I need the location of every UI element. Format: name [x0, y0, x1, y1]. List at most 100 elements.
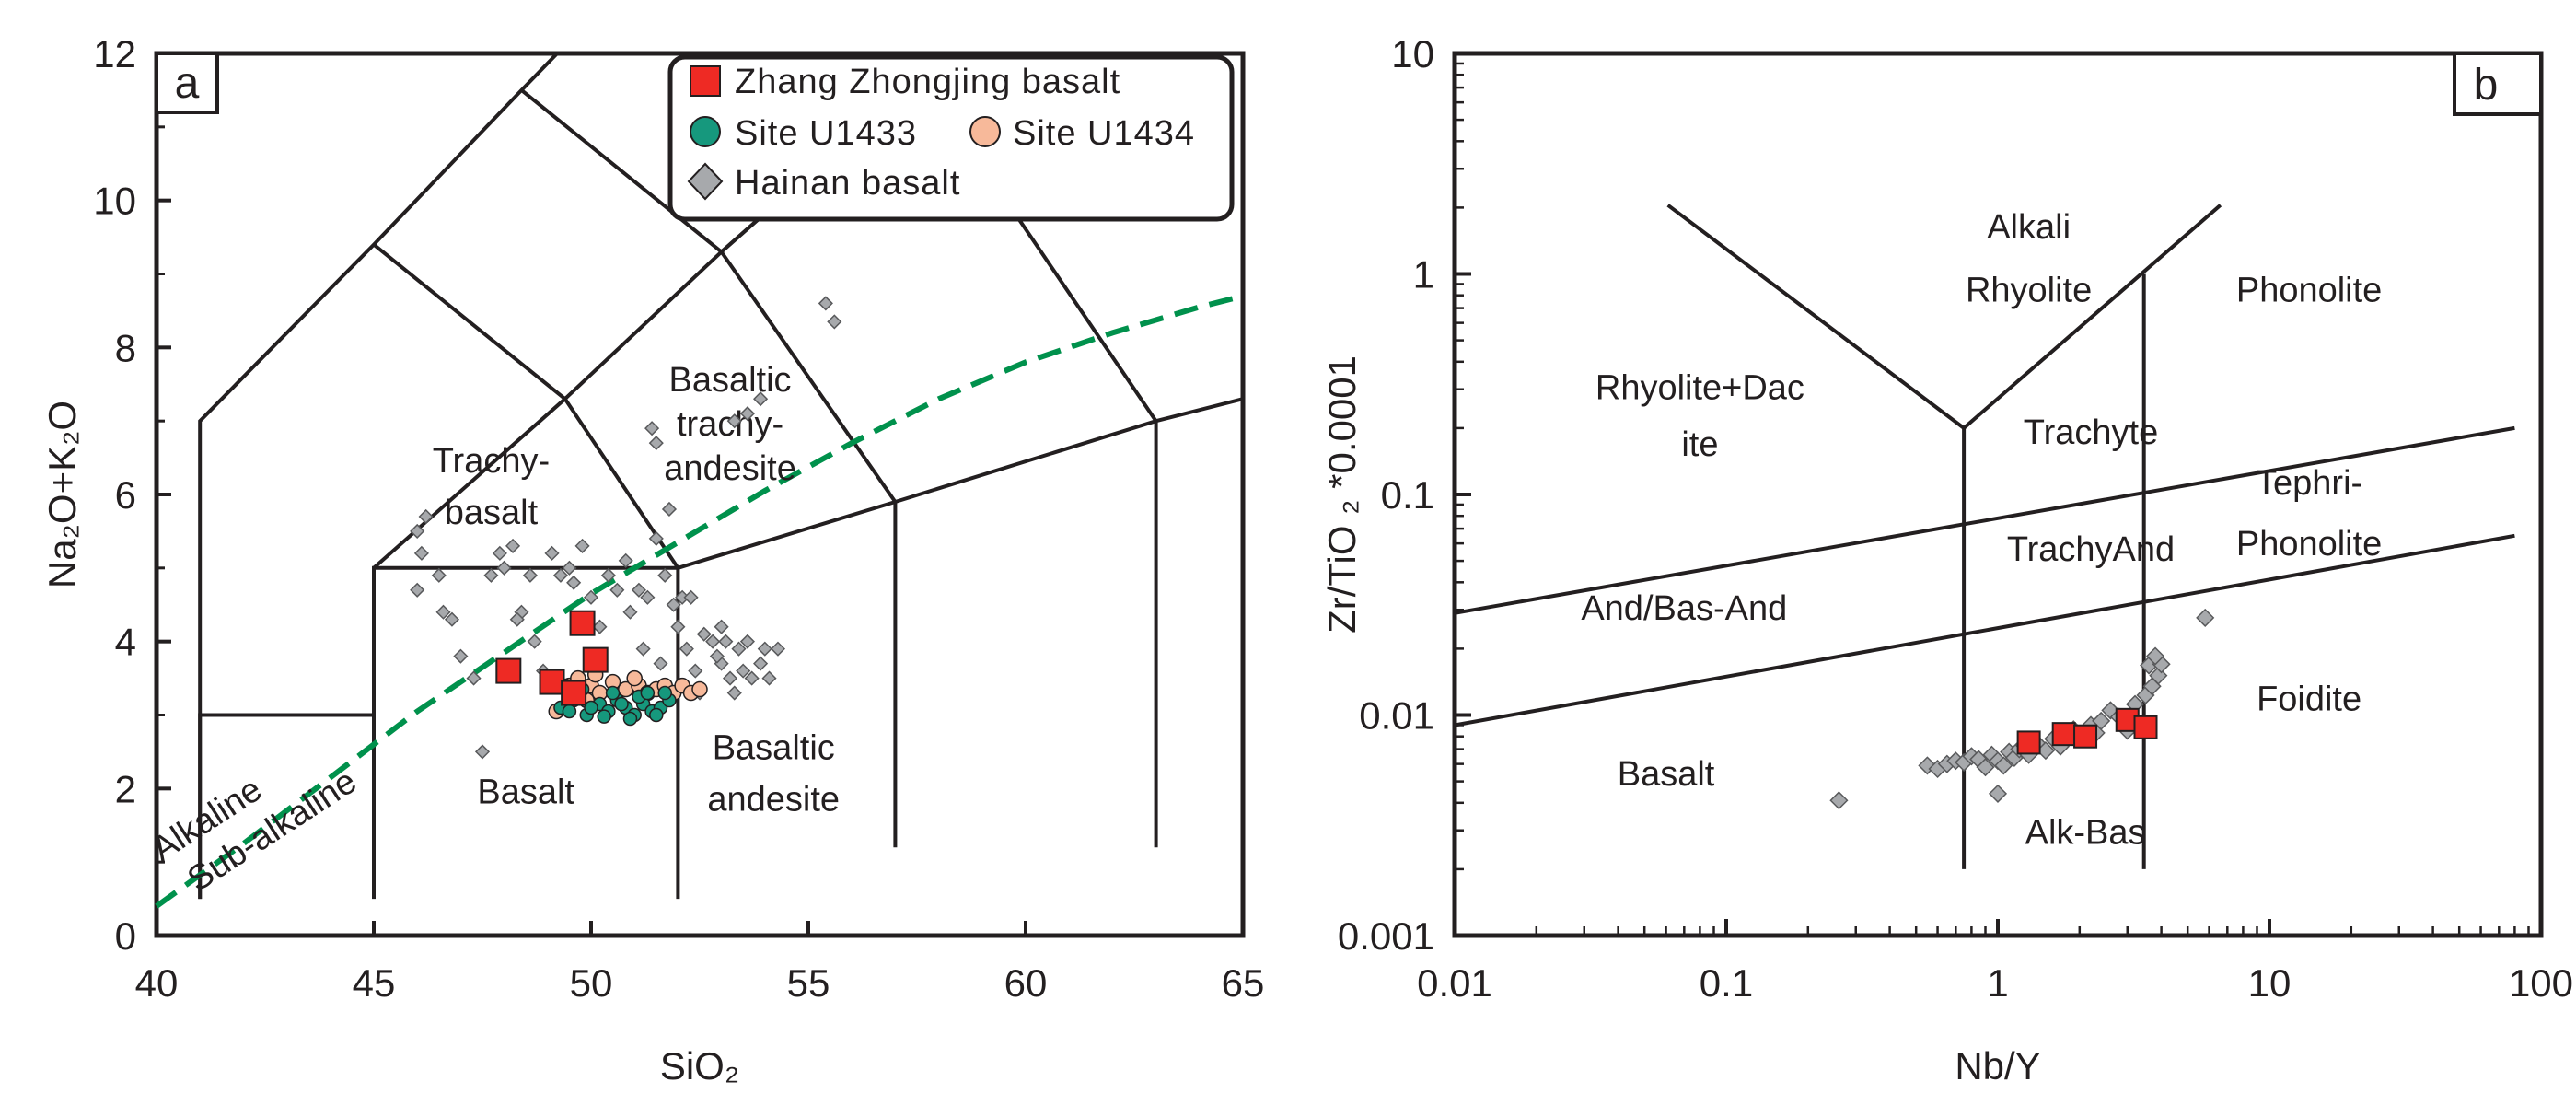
hainan-basalt-point [527, 634, 542, 649]
hainan-basalt-point [679, 641, 694, 657]
panel-b-y-ticks: 0.001 0.01 0.1 1 10 [1338, 32, 1471, 958]
hainan-basalt-point [574, 538, 590, 553]
hainan-basalt-point [739, 406, 755, 422]
site-u1434-point [626, 669, 643, 687]
hainan-basalt-point [731, 641, 747, 657]
hainan-basalt-point [653, 656, 668, 671]
hainan-basalt-point [661, 501, 678, 518]
panel-b-field-label: Alk-Bas [2025, 814, 2146, 853]
hainan-basalt-point [622, 604, 638, 620]
hainan-basalt-point [683, 589, 699, 605]
hainan-basalt-point [818, 296, 833, 311]
tas-boundary-line [677, 397, 1244, 570]
alkaline-subalkaline-divider [155, 293, 1244, 909]
hainan-basalt-point [444, 611, 460, 627]
panel-a-x-tick-label-0: 40 [135, 961, 179, 1005]
panel-b-y-axis-label: Zr/TiO ₂ *0.0001 [1320, 355, 1363, 634]
panel-a-x-tick-label-2: 50 [570, 961, 613, 1005]
hainan-basalt-point [418, 508, 434, 525]
panel-a-field-label: andesite [664, 449, 796, 488]
panel-b-y-tick-label-3: 1 [1413, 253, 1434, 297]
panel-b-field-label: Basalt [1618, 755, 1715, 794]
panel-b-label: b [2474, 61, 2499, 110]
hainan-basalt-point [618, 552, 633, 568]
panel-a-field-label: trachy- [677, 405, 783, 444]
panel-b-data-points [1829, 608, 2215, 810]
legend-swatch-hainan [687, 162, 724, 201]
panel-b-field-label: Rhyolite+Dac [1595, 369, 1804, 408]
panel-a-y-axis-label: Na₂O+K₂O [41, 401, 84, 588]
panel-a-y-tick-label-0: 0 [115, 914, 136, 958]
legend-label-u1433: Site U1433 [735, 114, 917, 153]
hainan-basalt-point [648, 530, 664, 546]
legend-label-hainan: Hainan basalt [735, 164, 960, 203]
hainan-basalt-point [761, 670, 777, 686]
panel-b-y-tick-label-1: 0.01 [1359, 694, 1434, 738]
panel-a-x-tick-label-5: 65 [1222, 961, 1265, 1005]
panel-b-label-box [2453, 52, 2543, 116]
hainan-basalt-point [705, 634, 721, 649]
hainan-basalt-point [566, 575, 582, 590]
legend-label-zhang: Zhang Zhongjing basalt [735, 63, 1120, 101]
hainan-basalt-point [640, 589, 656, 605]
site-u1433-point [640, 685, 656, 701]
panel-a-data-points [410, 296, 842, 760]
hainan-basalt-point [410, 523, 425, 539]
panel-a-field-label: Basalt [477, 773, 574, 811]
hainan-basalt-point [1994, 756, 2013, 775]
zhang-zhongjing-point [539, 669, 565, 695]
zhang-zhongjing-point [561, 680, 587, 706]
hainan-basalt-point [592, 619, 608, 634]
panel-b-y-tick-label-2: 0.1 [1381, 473, 1434, 517]
panel-b-field-label: Trachyte [2024, 413, 2158, 452]
legend: Zhang Zhongjing basalt Site U1433 Site U… [667, 54, 1235, 222]
panel-a-x-ticks: 40 45 50 55 60 65 [135, 921, 1265, 1005]
zhang-zhongjing-point [2073, 724, 2098, 749]
zhang-zhongjing-point [569, 610, 596, 636]
hainan-basalt-point [474, 744, 491, 760]
legend-label-u1434: Site U1434 [1013, 114, 1195, 153]
hainan-basalt-point [696, 626, 712, 642]
panel-a-y-tick-label-5: 10 [93, 180, 136, 223]
hainan-basalt-point [435, 604, 451, 620]
hainan-basalt-point [552, 567, 569, 583]
hainan-basalt-point [2196, 608, 2215, 627]
hainan-basalt-point [1988, 784, 2008, 803]
tas-boundary-line [372, 243, 566, 401]
panel-a-y-tick-label-2: 4 [115, 621, 136, 664]
panel-b-field-label: Foidite [2257, 680, 2361, 718]
panel-b-x-tick-label-1: 0.1 [1700, 961, 1753, 1005]
panel-a-x-tick-label-3: 55 [787, 961, 830, 1005]
hainan-basalt-point [1918, 756, 1937, 775]
panel-a-field-label: basalt [445, 494, 539, 532]
hainan-basalt-point [757, 641, 772, 657]
panel-a-y-tick-label-4: 8 [115, 326, 136, 369]
hainan-basalt-point [657, 567, 673, 583]
hainan-basalt-point [635, 641, 651, 657]
panel-a-field-boundaries [198, 52, 1244, 900]
zhang-zhongjing-point [582, 646, 609, 673]
panel-a-tas-diagram: 0 2 4 6 8 10 12 40 45 50 55 60 65 Basalt Basaltic and… [41, 32, 1264, 1088]
panel-b-field-label: TrachyAnd [2007, 530, 2175, 569]
hainan-basalt-point [648, 436, 664, 451]
panel-a-y-tick-label-3: 6 [115, 473, 136, 517]
site-u1434-point [691, 680, 708, 698]
hainan-basalt-point [413, 545, 429, 561]
hainan-basalt-point [483, 567, 499, 583]
panel-a-y-tick-label-6: 12 [93, 32, 136, 76]
hainan-basalt-point [562, 560, 577, 576]
panel-a-field-labels: Basalt Basaltic andesite Trachy-basalt Basal… [433, 361, 840, 819]
site-u1433-point [614, 696, 629, 712]
hainan-basalt-point [666, 597, 681, 612]
panel-b-field-label: Phonolite [2236, 525, 2382, 564]
legend-swatch-zhang [690, 65, 721, 97]
hainan-basalt-point [722, 670, 738, 686]
site-u1433-point [649, 707, 664, 723]
panel-b-x-tick-label-0: 0.01 [1417, 961, 1492, 1005]
hainan-basalt-point [492, 545, 507, 561]
panel-a-label: a [175, 59, 200, 108]
hainan-basalt-point [522, 567, 538, 583]
hainan-basalt-point [736, 663, 751, 679]
hainan-basalt-point [544, 545, 560, 561]
